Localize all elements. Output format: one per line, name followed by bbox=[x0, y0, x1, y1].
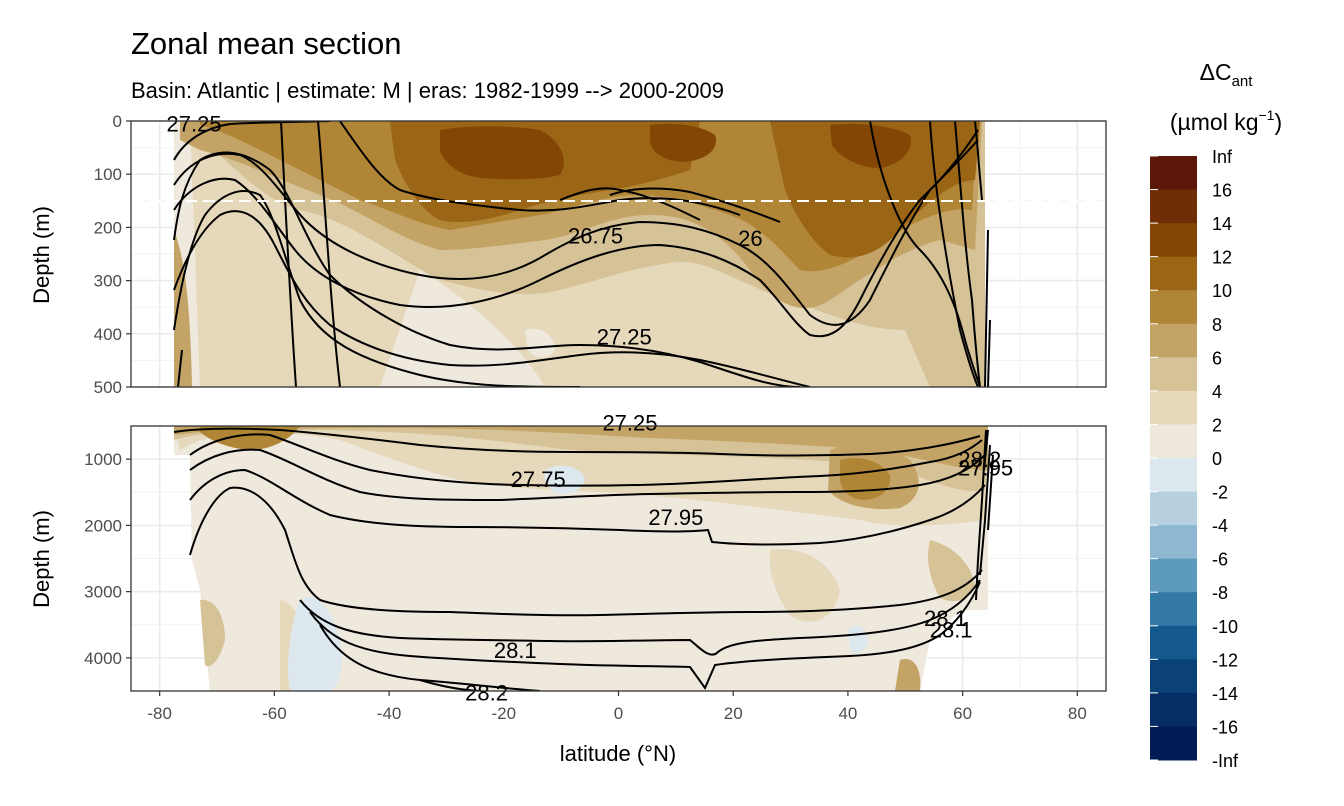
legend-label: 0 bbox=[1212, 449, 1222, 469]
y-tick-label: 3000 bbox=[84, 583, 122, 602]
legend-label: 4 bbox=[1212, 382, 1222, 402]
legend-label: 10 bbox=[1212, 281, 1232, 301]
legend-swatch bbox=[1150, 592, 1197, 627]
legend-swatch bbox=[1150, 256, 1197, 291]
lower-y-axis: 1000 2000 3000 4000 bbox=[84, 450, 131, 668]
x-tick-label: 20 bbox=[724, 704, 743, 723]
contour-label: 26 bbox=[738, 226, 762, 251]
legend-swatch bbox=[1150, 357, 1197, 392]
legend-label: Inf bbox=[1212, 147, 1233, 167]
x-tick-label: -60 bbox=[262, 704, 287, 723]
legend-label: -14 bbox=[1212, 684, 1238, 704]
y-tick-label: 4000 bbox=[84, 649, 122, 668]
contour-label: 28.1 bbox=[924, 606, 967, 631]
legend-swatch bbox=[1150, 692, 1197, 727]
legend-label: -10 bbox=[1212, 617, 1238, 637]
x-axis: -80 -60 -40 -20 0 20 40 60 80 bbox=[147, 691, 1087, 723]
legend-label: 2 bbox=[1212, 415, 1222, 435]
upper-contour-labels: 27.25 26.75 26 27.25 bbox=[167, 112, 763, 350]
legend-swatch bbox=[1150, 424, 1197, 459]
x-tick-label: 60 bbox=[953, 704, 972, 723]
x-tick-label: 40 bbox=[838, 704, 857, 723]
legend-label: -6 bbox=[1212, 550, 1228, 570]
legend-swatch bbox=[1150, 659, 1197, 694]
y-tick-label: 1000 bbox=[84, 450, 122, 469]
lower-y-axis-title: Depth (m) bbox=[29, 510, 54, 608]
contour-label: 27.25 bbox=[602, 411, 657, 436]
x-tick-label: 80 bbox=[1068, 704, 1087, 723]
legend-swatch bbox=[1150, 390, 1197, 425]
y-tick-label: 500 bbox=[94, 378, 122, 397]
contour-label: 27.25 bbox=[597, 324, 652, 349]
upper-y-axis-title: Depth (m) bbox=[29, 206, 54, 304]
upper-y-axis: 0 100 200 300 400 500 bbox=[94, 112, 131, 397]
lower-contours bbox=[173, 427, 994, 691]
x-tick-label: 0 bbox=[614, 704, 623, 723]
y-tick-label: 100 bbox=[94, 165, 122, 184]
y-tick-label: 200 bbox=[94, 218, 122, 237]
legend-label: 16 bbox=[1212, 181, 1232, 201]
chart-subtitle: Basin: Atlantic | estimate: M | eras: 19… bbox=[131, 78, 724, 103]
legend-label: 12 bbox=[1212, 248, 1232, 268]
legend-label: 8 bbox=[1212, 315, 1222, 335]
upper-panel: 27.25 26.75 26 27.25 0 100 200 300 400 500 bbox=[94, 112, 1107, 397]
upper-field bbox=[174, 121, 985, 387]
contour-label: 28.2 bbox=[958, 447, 1001, 472]
contour-label: 28.1 bbox=[930, 617, 973, 642]
legend-swatch bbox=[1150, 290, 1197, 325]
legend-swatch bbox=[1150, 458, 1197, 493]
legend-swatch bbox=[1150, 726, 1197, 761]
lower-panel: 27.2527.7527.9528.128.228.128.128.227.95… bbox=[84, 411, 1107, 706]
legend-label: -12 bbox=[1212, 650, 1238, 670]
legend-label: -Inf bbox=[1212, 751, 1239, 771]
contour-label: 27.95 bbox=[648, 505, 703, 530]
legend-label: 14 bbox=[1212, 214, 1232, 234]
contour-label: 28.1 bbox=[494, 638, 537, 663]
x-tick-label: -20 bbox=[492, 704, 517, 723]
contour-label: 27.25 bbox=[167, 112, 222, 137]
x-tick-label: -80 bbox=[147, 704, 172, 723]
y-tick-label: 0 bbox=[113, 112, 122, 131]
legend-swatch bbox=[1150, 558, 1197, 593]
legend-swatch bbox=[1150, 189, 1197, 224]
legend: ΔCant (µmol kg−1) Inf 16 14 12 10 8 6 4 2 0 -2 -4 -6… bbox=[1150, 59, 1282, 771]
legend-label: -8 bbox=[1212, 583, 1228, 603]
legend-colorbar bbox=[1150, 156, 1197, 761]
contour-label: 26.75 bbox=[568, 223, 623, 248]
chart-title: Zonal mean section bbox=[131, 26, 402, 61]
upper-contours bbox=[173, 121, 991, 387]
legend-swatch bbox=[1150, 525, 1197, 560]
legend-swatch bbox=[1150, 625, 1197, 660]
legend-title: ΔCant bbox=[1200, 59, 1254, 90]
legend-unit: (µmol kg−1) bbox=[1170, 107, 1282, 135]
legend-label: -16 bbox=[1212, 717, 1238, 737]
x-tick-label: -40 bbox=[377, 704, 402, 723]
legend-label: -2 bbox=[1212, 483, 1228, 503]
y-tick-label: 2000 bbox=[84, 516, 122, 535]
contour-label: 28.2 bbox=[465, 680, 508, 705]
legend-labels: Inf 16 14 12 10 8 6 4 2 0 -2 -4 -6 -8 -10 -12 -14 -16 -Inf bbox=[1150, 147, 1239, 771]
legend-label: 6 bbox=[1212, 348, 1222, 368]
contour-label: 27.75 bbox=[511, 467, 566, 492]
y-tick-label: 400 bbox=[94, 325, 122, 344]
legend-swatch bbox=[1150, 223, 1197, 258]
contour-label: 27.95 bbox=[958, 456, 1013, 481]
upper-panel-border bbox=[130, 120, 1107, 388]
legend-label: -4 bbox=[1212, 516, 1228, 536]
legend-swatch bbox=[1150, 156, 1197, 191]
legend-swatch bbox=[1150, 323, 1197, 358]
y-tick-label: 300 bbox=[94, 272, 122, 291]
x-axis-title: latitude (°N) bbox=[560, 741, 676, 766]
legend-swatch bbox=[1150, 491, 1197, 526]
